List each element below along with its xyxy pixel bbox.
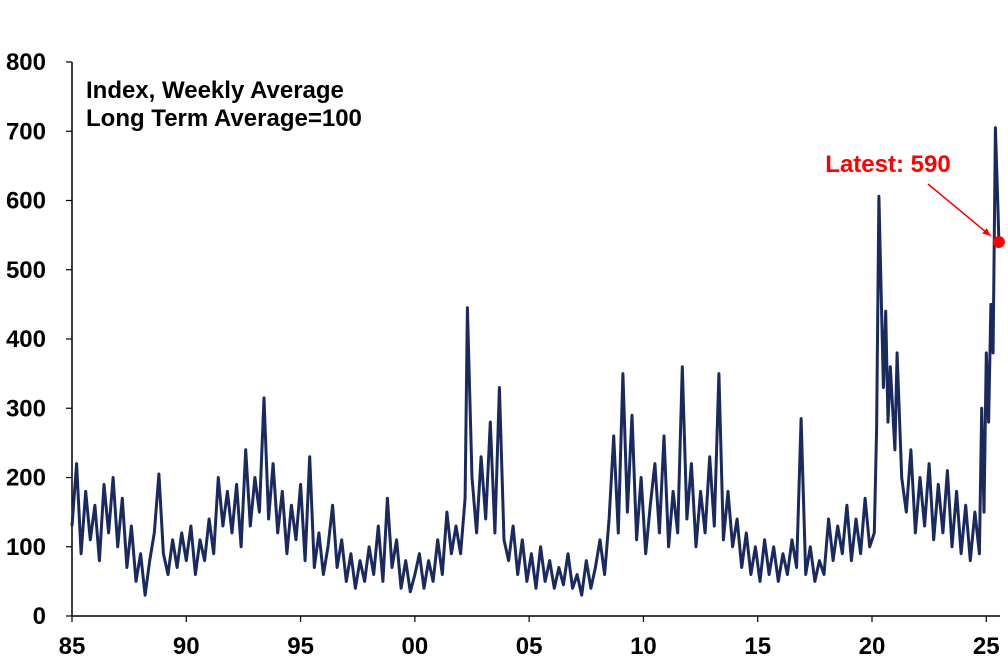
latest-point-marker (992, 236, 1005, 249)
x-tick-label: 90 (173, 633, 200, 660)
y-tick-label: 700 (6, 118, 46, 145)
series-line-0 (70, 126, 1001, 597)
x-tick-label: 95 (287, 633, 314, 660)
x-tick-label: 15 (744, 633, 771, 660)
y-tick-label: 200 (6, 465, 46, 492)
y-tick-label: 0 (33, 603, 46, 630)
y-axis-ticks: 0 100 200 300 400 500 600 700 800 (6, 49, 72, 630)
x-axis-ticks: 85 90 95 00 05 10 15 20 25 (59, 616, 1000, 660)
x-tick-label: 25 (973, 633, 1000, 660)
x-tick-label: 85 (59, 633, 86, 660)
annotation-arrowhead (982, 228, 991, 237)
x-tick-label: 20 (859, 633, 886, 660)
chart-title-line-2: Long Term Average=100 (86, 105, 362, 132)
y-tick-label: 100 (6, 534, 46, 561)
annotation-group: Latest: 590 (825, 151, 1005, 249)
annotation-arrow (927, 183, 992, 237)
x-tick-label: 00 (402, 633, 429, 660)
series-group (70, 126, 1001, 597)
x-tick-label: 10 (630, 633, 657, 660)
chart-title-line-1: Index, Weekly Average (86, 77, 344, 104)
y-tick-label: 500 (6, 257, 46, 284)
y-tick-label: 300 (6, 395, 46, 422)
y-tick-label: 600 (6, 188, 46, 215)
annotation-label: Latest: 590 (825, 151, 950, 178)
y-tick-label: 800 (6, 49, 46, 76)
y-tick-label: 400 (6, 326, 46, 353)
x-tick-label: 05 (516, 633, 543, 660)
